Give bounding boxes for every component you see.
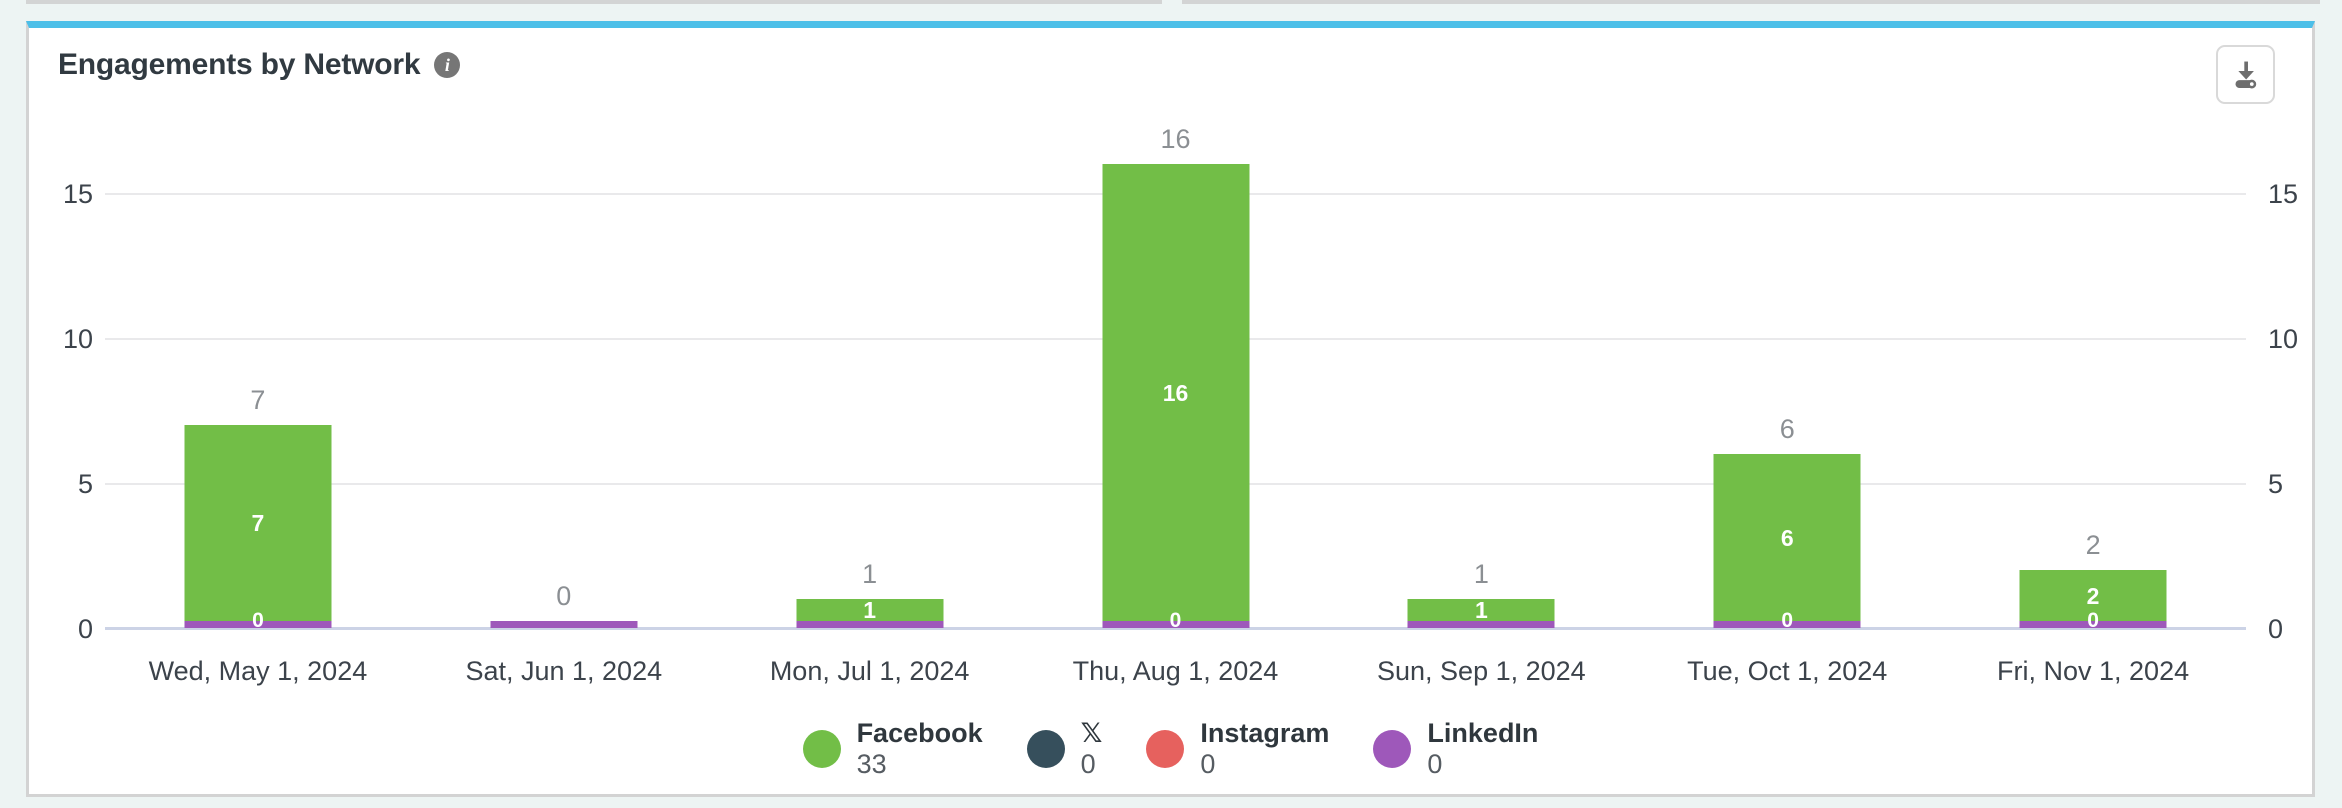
bar-total-label: 1 bbox=[1473, 559, 1489, 589]
bar-linkedin[interactable] bbox=[1407, 621, 1555, 628]
bar-linkedin[interactable] bbox=[184, 621, 332, 628]
x-axis-label: Wed, May 1, 2024 bbox=[148, 656, 368, 686]
card-above-right-bottom-edge bbox=[1182, 0, 2320, 4]
legend-item-instagram[interactable]: Instagram 0 bbox=[1146, 718, 1329, 780]
bar-linkedin[interactable] bbox=[796, 621, 944, 628]
bar-facebook[interactable] bbox=[184, 425, 332, 621]
x-axis-label: Sun, Sep 1, 2024 bbox=[1377, 656, 1586, 686]
x-axis-label: Fri, Nov 1, 2024 bbox=[1997, 656, 2190, 686]
legend-item-linkedin[interactable]: LinkedIn 0 bbox=[1373, 718, 1538, 780]
info-icon[interactable]: i bbox=[434, 52, 461, 78]
bar-total-label: 16 bbox=[1160, 124, 1191, 154]
bar-linkedin-zero-label: 0 bbox=[1781, 609, 1794, 628]
chart-legend: Facebook 33 𝕏 0 Instagram 0 LinkedIn 0 bbox=[29, 718, 2312, 780]
bar-stack[interactable]: 1 bbox=[1407, 599, 1555, 628]
legend-item-facebook[interactable]: Facebook 33 bbox=[802, 718, 983, 780]
bar-facebook-value-label: 2 bbox=[2086, 582, 2100, 609]
y-tick-right-15: 15 bbox=[2268, 179, 2299, 209]
y-tick-right-10: 10 bbox=[2268, 324, 2299, 354]
bar-facebook[interactable] bbox=[1713, 454, 1861, 621]
legend-network-name: Instagram bbox=[1200, 718, 1330, 748]
bar-stack[interactable]: 1 bbox=[796, 599, 944, 628]
bar-facebook[interactable] bbox=[1407, 599, 1555, 621]
legend-network-name: Facebook bbox=[856, 718, 983, 748]
x-axis-label: Mon, Jul 1, 2024 bbox=[769, 656, 970, 686]
download-icon bbox=[2229, 58, 2263, 92]
bar-linkedin-zero-label: 0 bbox=[2087, 609, 2099, 628]
bar-facebook-value-label: 1 bbox=[863, 599, 877, 623]
engagements-by-network-card: Engagements by Network i 7 0 7 0 1 1 16 0 16 1 1 6 0… bbox=[26, 21, 2315, 797]
page-title: Engagements by Network bbox=[58, 48, 421, 81]
legend-network-value: 33 bbox=[856, 749, 887, 780]
export-button[interactable] bbox=[2216, 45, 2275, 104]
y-tick-left-10: 10 bbox=[62, 324, 93, 354]
bar-total-label: 1 bbox=[862, 559, 878, 589]
x-axis-label: Sat, Jun 1, 2024 bbox=[465, 656, 663, 686]
legend-network-name: 𝕏 bbox=[1080, 718, 1103, 748]
bar-linkedin[interactable] bbox=[1102, 621, 1249, 628]
bar-column: 0 bbox=[411, 148, 717, 630]
y-tick-left-0: 0 bbox=[77, 614, 93, 644]
x-axis-label: Tue, Oct 1, 2024 bbox=[1687, 656, 1888, 686]
y-tick-right-0: 0 bbox=[2268, 614, 2284, 644]
bar-linkedin[interactable] bbox=[1713, 621, 1861, 628]
bar-facebook-value-label: 16 bbox=[1162, 379, 1189, 406]
legend-color-dot bbox=[1026, 730, 1065, 769]
bar-linkedin[interactable] bbox=[2019, 621, 2167, 628]
bar-linkedin[interactable] bbox=[490, 621, 638, 628]
legend-network-value: 0 bbox=[1200, 749, 1216, 780]
legend-color-dot bbox=[1373, 730, 1412, 769]
card-above-left-bottom-edge bbox=[26, 0, 1162, 4]
legend-network-value: 0 bbox=[1080, 749, 1096, 780]
legend-network-value: 0 bbox=[1427, 749, 1443, 780]
bar-linkedin-zero-label: 0 bbox=[252, 609, 264, 628]
y-tick-left-5: 5 bbox=[77, 469, 93, 499]
y-tick-right-5: 5 bbox=[2268, 469, 2284, 499]
bar-columns: 7 0 7 0 1 1 16 0 16 1 1 6 0 6 2 0 2 bbox=[105, 124, 2246, 630]
legend-color-dot bbox=[802, 730, 841, 769]
legend-network-name: LinkedIn bbox=[1427, 718, 1539, 748]
bar-chart-plot-area: 7 0 7 0 1 1 16 0 16 1 1 6 0 6 2 0 2 bbox=[105, 124, 2246, 630]
bar-total-label: 6 bbox=[1779, 414, 1795, 444]
bar-facebook[interactable] bbox=[796, 599, 944, 621]
bar-linkedin-zero-label: 0 bbox=[1169, 609, 1182, 628]
x-axis-label: Thu, Aug 1, 2024 bbox=[1072, 656, 1279, 686]
y-tick-left-15: 15 bbox=[62, 179, 93, 209]
bar-facebook-value-label: 6 bbox=[1780, 524, 1794, 551]
bar-total-label: 7 bbox=[250, 385, 266, 415]
bar-stack[interactable]: 16 0 bbox=[1102, 164, 1249, 628]
bar-facebook-value-label: 1 bbox=[1474, 599, 1488, 623]
bar-column: 16 0 16 bbox=[1023, 124, 1329, 630]
bar-facebook-value-label: 7 bbox=[251, 510, 265, 536]
legend-color-dot bbox=[1146, 730, 1185, 769]
bar-facebook[interactable] bbox=[1102, 164, 1249, 621]
bar-total-label: 0 bbox=[556, 581, 572, 611]
bar-facebook[interactable] bbox=[2019, 570, 2167, 621]
x-axis-line bbox=[105, 627, 2246, 630]
bar-total-label: 2 bbox=[2085, 530, 2101, 560]
card-header: Engagements by Network i bbox=[58, 48, 461, 82]
bar-stack[interactable] bbox=[490, 621, 638, 628]
